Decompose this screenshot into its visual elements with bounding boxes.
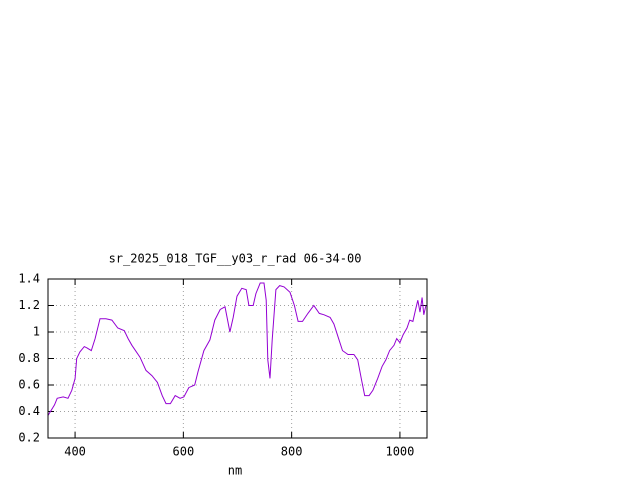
y-tick-label: 0.6 bbox=[18, 378, 40, 392]
chart-title: sr_2025_018_TGF__y03_r_rad 06-34-00 bbox=[109, 252, 362, 266]
plot-border bbox=[47, 278, 428, 439]
y-tick-label: 0.4 bbox=[18, 404, 40, 418]
x-tick-label: 600 bbox=[173, 445, 195, 459]
x-tick-label: 1000 bbox=[385, 445, 414, 459]
x-axis-label: nm bbox=[228, 464, 242, 478]
y-tick-label: 1.2 bbox=[18, 298, 40, 312]
y-tick-label: 1.4 bbox=[18, 272, 40, 286]
y-tick-label: 1 bbox=[33, 325, 40, 339]
x-tick-label: 400 bbox=[64, 445, 86, 459]
y-tick-label: 0.8 bbox=[18, 351, 40, 365]
y-tick-label: 0.2 bbox=[18, 431, 40, 445]
x-tick-label: 800 bbox=[281, 445, 303, 459]
data-line bbox=[47, 282, 427, 416]
